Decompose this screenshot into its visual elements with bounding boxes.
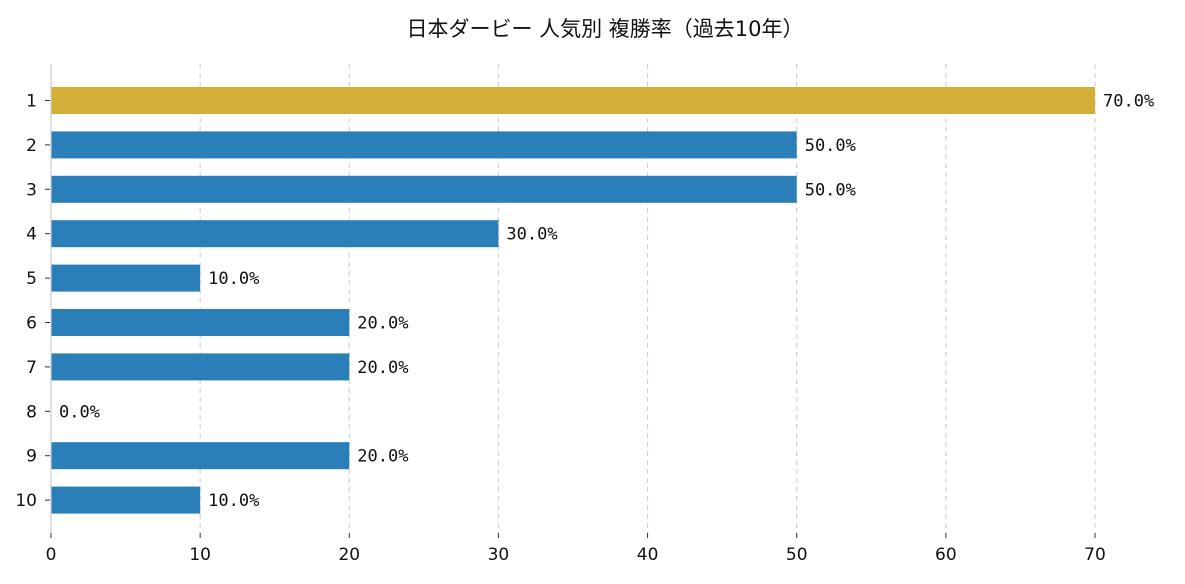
data-label-1: 70.0% xyxy=(1103,92,1154,112)
data-label-2: 50.0% xyxy=(805,136,856,156)
x-tick-label: 40 xyxy=(637,545,659,565)
x-tick-label: 50 xyxy=(786,545,808,565)
y-tick-label: 2 xyxy=(26,136,37,156)
data-label-9: 20.0% xyxy=(357,447,408,467)
data-label-3: 50.0% xyxy=(805,180,856,200)
data-label-5: 10.0% xyxy=(208,269,259,289)
y-tick-label: 5 xyxy=(26,269,37,289)
bar-9 xyxy=(51,442,350,470)
bar-2 xyxy=(51,131,797,159)
y-tick-label: 7 xyxy=(26,358,37,378)
bar-3 xyxy=(51,175,797,203)
chart-title: 日本ダービー 人気別 複勝率（過去10年） xyxy=(406,17,803,41)
y-tick-label: 9 xyxy=(26,447,37,467)
bar-10 xyxy=(51,486,201,514)
bar-1 xyxy=(51,87,1095,114)
data-label-6: 20.0% xyxy=(357,314,408,334)
y-tick-label: 6 xyxy=(26,314,37,334)
x-tick-label: 10 xyxy=(189,545,211,565)
y-axis: 1 2 3 4 5 6 7 8 9 10 xyxy=(15,64,52,533)
bar-4 xyxy=(51,220,499,248)
y-tick-label: 3 xyxy=(26,180,37,200)
data-labels: 70.0% 50.0% 50.0% 30.0% 10.0% 20.0% 20.0% 0.0% 2… xyxy=(59,92,1154,512)
x-axis: 0 10 20 30 40 50 60 70 xyxy=(46,533,1106,565)
data-label-7: 20.0% xyxy=(357,358,408,378)
x-tick-label: 60 xyxy=(935,545,957,565)
bar-5 xyxy=(51,264,201,292)
bar-7 xyxy=(51,353,350,381)
bar-6 xyxy=(51,309,350,336)
data-label-10: 10.0% xyxy=(208,491,259,511)
data-label-8: 0.0% xyxy=(59,402,100,422)
y-tick-label: 1 xyxy=(26,92,37,112)
data-label-4: 30.0% xyxy=(506,225,557,245)
y-tick-label: 8 xyxy=(26,402,37,422)
y-tick-label: 4 xyxy=(26,225,37,245)
x-tick-label: 0 xyxy=(46,545,57,565)
x-tick-label: 70 xyxy=(1084,545,1106,565)
y-tick-label: 10 xyxy=(15,491,37,511)
x-tick-label: 30 xyxy=(488,545,510,565)
x-tick-label: 20 xyxy=(338,545,360,565)
bars xyxy=(51,87,1095,514)
